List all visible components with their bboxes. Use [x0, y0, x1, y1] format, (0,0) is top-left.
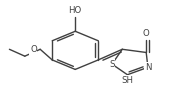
Text: O: O [30, 45, 37, 54]
Text: O: O [143, 29, 150, 38]
Text: HO: HO [69, 6, 82, 15]
Text: S: S [109, 60, 115, 69]
Text: SH: SH [121, 76, 133, 85]
Text: N: N [145, 63, 151, 72]
